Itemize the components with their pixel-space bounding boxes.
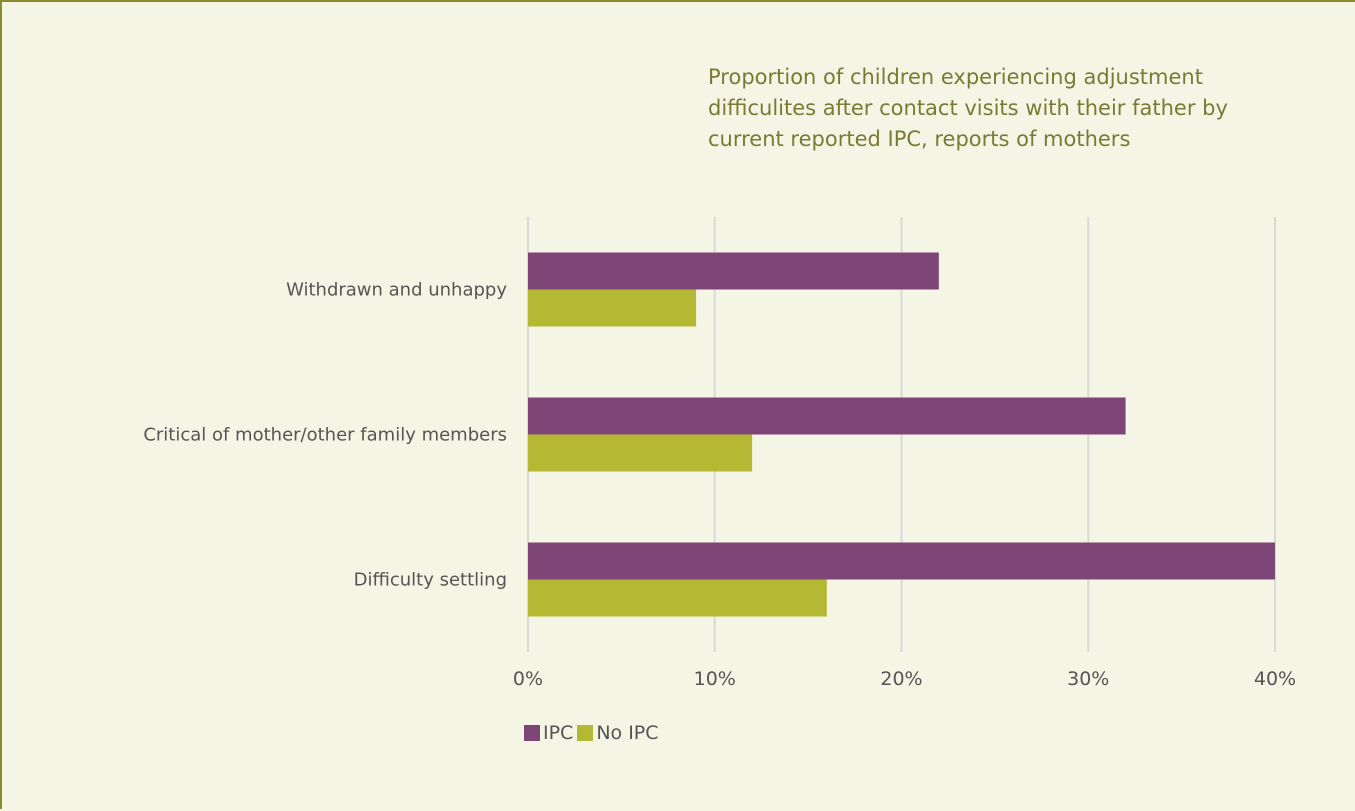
bar-no-ipc: [528, 289, 697, 327]
legend-label-no-ipc: No IPC: [596, 722, 659, 744]
legend: IPC No IPC: [524, 722, 663, 744]
x-tick-label: 0%: [513, 668, 543, 690]
bar-no-ipc: [528, 579, 827, 617]
legend-label-ipc: IPC: [543, 722, 574, 744]
bar-ipc: [528, 252, 939, 290]
x-tick-label: 10%: [694, 668, 736, 690]
x-tick-label: 30%: [1067, 668, 1109, 690]
bar-ipc: [528, 397, 1126, 435]
chart-title: Proportion of children experiencing adju…: [708, 65, 1228, 151]
legend-swatch-no-ipc: [577, 725, 594, 741]
legend-item-ipc: IPC: [524, 722, 573, 744]
bar-no-ipc: [528, 434, 753, 472]
category-label: Withdrawn and unhappy: [286, 280, 507, 301]
category-label: Critical of mother/other family members: [143, 425, 507, 446]
legend-swatch-ipc: [524, 725, 540, 741]
x-tick-label: 20%: [880, 668, 922, 690]
legend-item-no-ipc: No IPC: [577, 722, 659, 744]
x-tick-label: 40%: [1254, 668, 1296, 690]
category-label: Difficulty settling: [354, 570, 507, 591]
bar-ipc: [528, 542, 1275, 580]
